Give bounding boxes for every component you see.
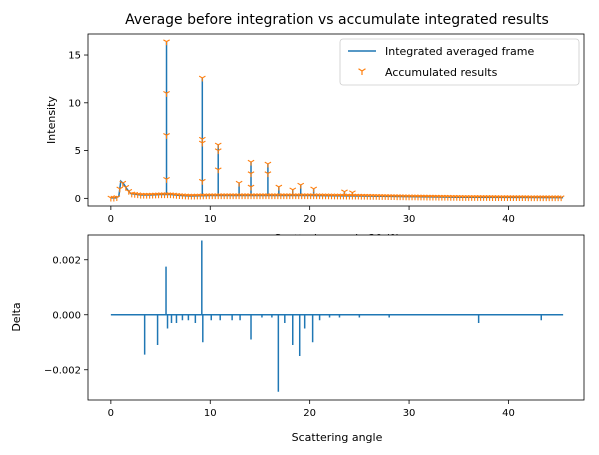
accumulated-peak-marker-21: [341, 189, 348, 196]
bottom-plot-frame: [87, 234, 585, 401]
bottom-x-tick-label: 20: [303, 408, 316, 419]
top-y-axis-label: Intensity: [45, 96, 58, 144]
bottom-x-tick-label: 10: [204, 408, 217, 419]
accumulated-peak-marker-9: [214, 148, 222, 155]
legend: Integrated averaged frame Accumulated re…: [339, 38, 580, 86]
accumulated-peak-marker-18: [289, 187, 297, 194]
top-y-tick-label: 10: [68, 98, 81, 109]
bottom-plot-area: [88, 235, 584, 400]
bottom-y-tick-label: −0.002: [44, 365, 81, 376]
accumulated-peak-marker-5: [198, 136, 206, 143]
legend-entry-accumulated: Accumulated results: [385, 66, 498, 79]
bottom-x-tick-label: 0: [108, 408, 114, 419]
accumulated-peak-marker-10: [214, 167, 222, 174]
accumulated-markers: [107, 39, 565, 202]
accumulated-marker: [122, 184, 130, 191]
accumulated-peak-marker-11: [235, 180, 243, 187]
bottom-x-axis-label: Scattering angle: [292, 431, 383, 444]
accumulated-peak-marker-14: [247, 184, 255, 191]
accumulated-peak-marker-2: [163, 133, 170, 139]
accumulated-peak-marker-3: [163, 176, 170, 183]
top-y-tick-label: 5: [75, 146, 81, 157]
legend-marker-swatch: [358, 68, 366, 75]
accumulated-peak-marker-0: [163, 39, 170, 46]
bottom-y-tick-label: 0.000: [52, 310, 81, 321]
intensity-chart: Average before integration vs accumulate…: [45, 12, 585, 245]
top-y-tick-label: 15: [68, 51, 81, 62]
accumulated-marker: [116, 186, 124, 193]
accumulated-peak-marker-6: [198, 140, 206, 147]
delta-chart: 0 10 20 30 40 −0.002 0.000 0.002 Delta Scatteri…: [10, 234, 585, 444]
top-x-tick-label: 10: [204, 214, 217, 225]
top-x-tick-label: 20: [303, 214, 316, 225]
accumulated-peak-marker-1: [163, 90, 170, 97]
accumulated-peak-marker-17: [275, 184, 283, 191]
accumulated-peak-marker-15: [264, 161, 272, 168]
accumulated-peak-marker-12: [247, 159, 255, 166]
accumulated-peak-marker-13: [247, 171, 255, 178]
chart-title: Average before integration vs accumulate…: [125, 12, 549, 28]
accumulated-peak-marker-22: [348, 190, 356, 197]
top-x-tick-label: 40: [502, 214, 515, 225]
accumulated-peak-marker-20: [310, 186, 318, 193]
accumulated-peak-marker-19: [297, 182, 305, 189]
top-y-tick-label: 0: [75, 194, 81, 205]
bottom-y-tick-label: 0.002: [52, 255, 81, 266]
top-x-tick-label: 0: [108, 214, 114, 225]
accumulated-peak-marker-7: [198, 178, 206, 185]
legend-box: [339, 38, 580, 86]
accumulated-peak-marker-4: [198, 75, 206, 82]
accumulated-marker: [113, 195, 121, 201]
accumulated-peak-marker-16: [264, 171, 272, 178]
bottom-x-tick-label: 30: [403, 408, 416, 419]
accumulated-marker: [557, 195, 565, 202]
bottom-x-tick-label: 40: [502, 408, 515, 419]
top-x-tick-label: 30: [403, 214, 416, 225]
legend-entry-integrated: Integrated averaged frame: [385, 45, 534, 58]
top-plot-frame: [87, 33, 585, 207]
bottom-y-axis-label: Delta: [10, 302, 23, 331]
accumulated-peak-marker-8: [214, 142, 222, 149]
